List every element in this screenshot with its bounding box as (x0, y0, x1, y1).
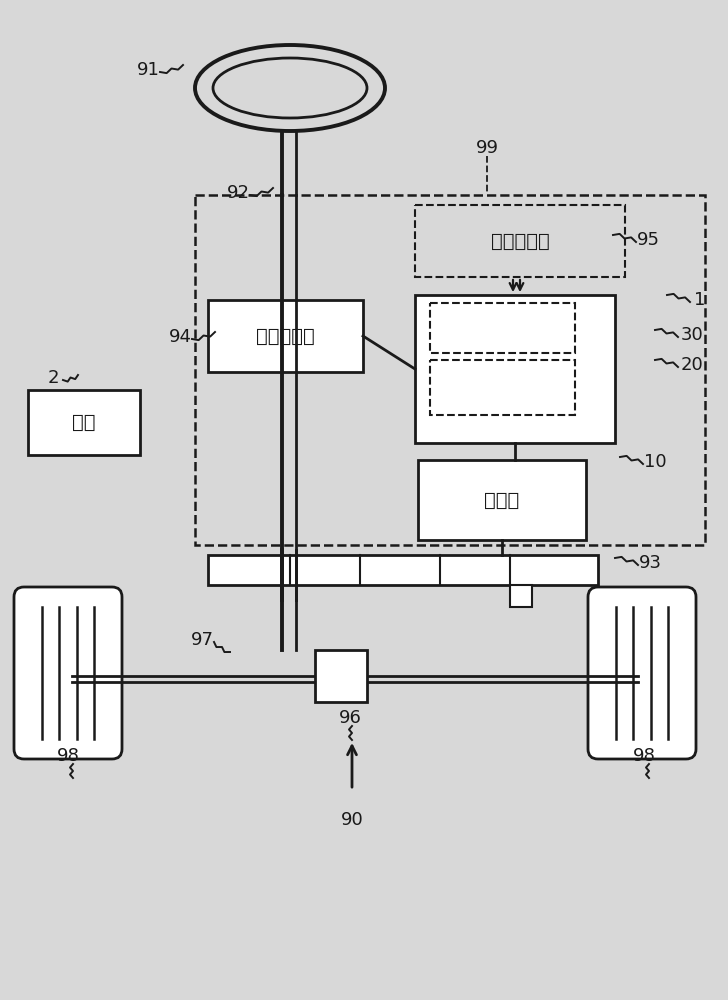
Text: 97: 97 (191, 631, 213, 649)
Text: 94: 94 (168, 328, 191, 346)
Bar (415, 205, 625, 277)
Bar (208, 300, 363, 372)
Text: 30: 30 (681, 326, 703, 344)
Bar (208, 555, 598, 585)
Text: 10: 10 (644, 453, 666, 471)
Text: 扭矩传感器: 扭矩传感器 (256, 326, 315, 346)
Text: 96: 96 (339, 709, 361, 727)
Bar (415, 295, 615, 443)
Bar (510, 585, 532, 607)
Bar (430, 360, 575, 415)
Text: 99: 99 (475, 139, 499, 157)
Text: 速度传感器: 速度传感器 (491, 232, 550, 250)
FancyBboxPatch shape (14, 587, 122, 759)
Text: 20: 20 (681, 356, 703, 374)
Text: 电池: 电池 (72, 413, 96, 432)
Text: 1: 1 (695, 291, 705, 309)
Text: 93: 93 (638, 554, 662, 572)
Bar (28, 390, 140, 455)
Text: 98: 98 (633, 747, 655, 765)
FancyBboxPatch shape (588, 587, 696, 759)
Bar (195, 195, 705, 545)
Text: 95: 95 (636, 231, 660, 249)
Text: 90: 90 (341, 811, 363, 829)
Bar (418, 460, 586, 540)
Text: 98: 98 (57, 747, 79, 765)
Bar (430, 303, 575, 353)
Text: 电动机: 电动机 (484, 490, 520, 510)
Text: 2: 2 (47, 369, 59, 387)
Text: 91: 91 (137, 61, 159, 79)
Text: 92: 92 (226, 184, 250, 202)
Bar (315, 650, 367, 702)
